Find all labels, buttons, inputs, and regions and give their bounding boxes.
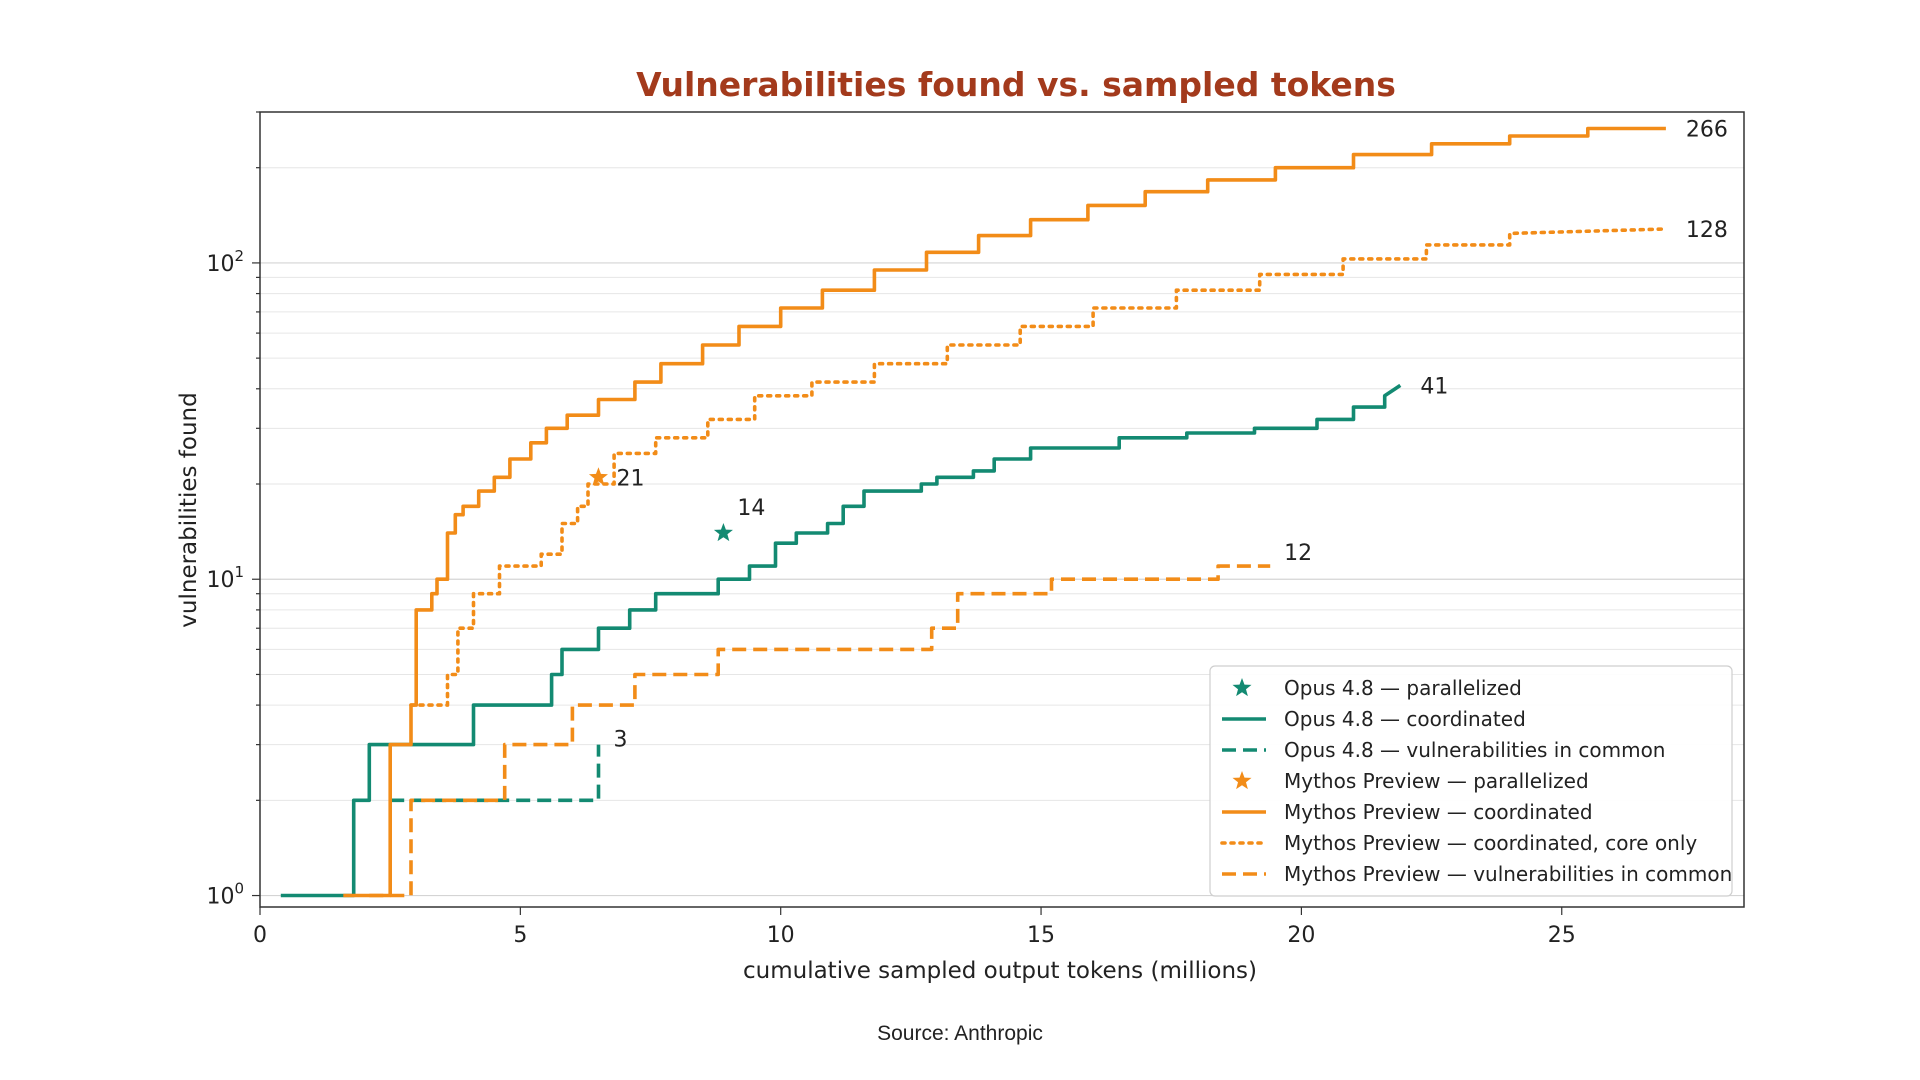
x-axis-label: cumulative sampled output tokens (millio… <box>743 958 1257 984</box>
x-tick-label: 10 <box>767 923 795 948</box>
legend-item: Mythos Preview — coordinated, core only <box>1220 831 1697 855</box>
legend-item: Opus 4.8 — vulnerabilities in common <box>1222 738 1665 762</box>
legend-label: Mythos Preview — parallelized <box>1284 769 1589 793</box>
series-opus-4-8-vulnerabilities-in-common-line <box>390 744 601 803</box>
series-mythos-preview-parallelized-label: 21 <box>616 466 644 491</box>
series-opus-4-8-parallelized-point <box>713 523 733 542</box>
legend-item: Mythos Preview — parallelized <box>1232 769 1589 793</box>
y-tick-label: 101 <box>206 563 244 593</box>
series-mythos-preview-coordinated-core-only-end-label: 128 <box>1686 218 1728 243</box>
legend-star-icon <box>1232 678 1252 697</box>
legend-label: Opus 4.8 — coordinated <box>1284 707 1526 731</box>
legend-item: Opus 4.8 — coordinated <box>1222 707 1526 731</box>
legend-box <box>1209 665 1733 897</box>
series-layer <box>280 126 1668 898</box>
legend-star-icon <box>1232 771 1252 790</box>
x-tick-label: 0 <box>253 923 267 948</box>
legend-label: Mythos Preview — coordinated, core only <box>1284 831 1697 855</box>
series-mythos-preview-vulnerabilities-in-common-end-label: 12 <box>1284 541 1312 566</box>
series-mythos-preview-parallelized-point <box>588 467 608 486</box>
series-mythos-preview-vulnerabilities-in-common-line <box>369 564 1271 898</box>
legend: Opus 4.8 — parallelized Opus 4.8 — coordi… <box>1209 665 1733 897</box>
legend-label: Mythos Preview — vulnerabilities in comm… <box>1284 862 1732 886</box>
series-opus-4-8-coordinated-end-label: 41 <box>1420 374 1448 399</box>
legend-item: Mythos Preview — vulnerabilities in comm… <box>1222 862 1732 886</box>
x-tick-label: 15 <box>1027 923 1055 948</box>
series-opus-4-8-vulnerabilities-in-common-end-label: 3 <box>613 728 627 753</box>
chart-title: Vulnerabilities found vs. sampled tokens <box>636 65 1396 104</box>
series-mythos-preview-coordinated-end-label: 266 <box>1686 118 1728 143</box>
series-opus-4-8-parallelized-label: 14 <box>737 496 765 521</box>
legend-label: Opus 4.8 — vulnerabilities in common <box>1284 738 1665 762</box>
legend-label: Opus 4.8 — parallelized <box>1284 676 1522 700</box>
x-tick-label: 5 <box>513 923 527 948</box>
series-opus-4-8-coordinated-line <box>280 383 1402 898</box>
source-caption: Source: Anthropic <box>877 1022 1043 1045</box>
x-axis: 0 5 10 15 20 25 <box>253 907 1576 948</box>
y-tick-label: 100 <box>206 880 244 910</box>
plot-frame <box>259 111 1745 908</box>
legend-item: Opus 4.8 — parallelized <box>1232 676 1522 700</box>
legend-item: Mythos Preview — coordinated <box>1222 800 1593 824</box>
x-tick-label: 20 <box>1287 923 1315 948</box>
x-tick-label: 25 <box>1548 923 1576 948</box>
legend-label: Mythos Preview — coordinated <box>1284 800 1593 824</box>
series-mythos-preview-coordinated-core-only-line <box>409 227 1668 707</box>
y-tick-label: 102 <box>206 247 244 277</box>
series-mythos-preview-coordinated-line <box>343 126 1666 898</box>
y-axis: 100 101 102 <box>206 247 244 910</box>
end-labels: 14 41 3 21 266 128 12 <box>613 118 1727 753</box>
y-axis-label: vulnerabilities found <box>176 392 202 627</box>
